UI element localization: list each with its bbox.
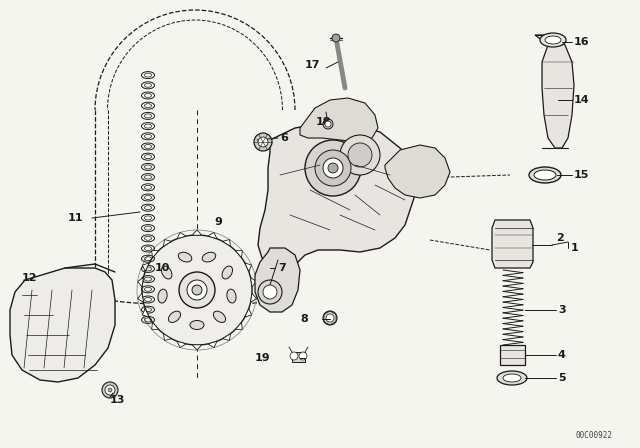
Polygon shape: [258, 122, 420, 272]
Circle shape: [179, 272, 215, 308]
Polygon shape: [192, 230, 202, 235]
Polygon shape: [152, 322, 159, 329]
Ellipse shape: [202, 252, 216, 262]
Ellipse shape: [534, 170, 556, 180]
Circle shape: [258, 280, 282, 304]
Circle shape: [258, 137, 268, 147]
Polygon shape: [152, 250, 159, 258]
Ellipse shape: [545, 36, 561, 44]
Ellipse shape: [190, 320, 204, 329]
Polygon shape: [223, 334, 230, 340]
Text: 18: 18: [316, 117, 332, 127]
Polygon shape: [138, 293, 143, 302]
Text: 10: 10: [155, 263, 170, 273]
Polygon shape: [535, 35, 574, 148]
Polygon shape: [255, 248, 300, 312]
Ellipse shape: [540, 33, 566, 47]
Polygon shape: [143, 309, 149, 317]
Ellipse shape: [213, 311, 225, 323]
Circle shape: [323, 311, 337, 325]
Ellipse shape: [497, 371, 527, 385]
Text: 15: 15: [574, 170, 589, 180]
Ellipse shape: [158, 289, 167, 303]
Polygon shape: [10, 268, 115, 382]
Ellipse shape: [161, 266, 172, 279]
Circle shape: [142, 235, 252, 345]
Circle shape: [328, 163, 338, 173]
Polygon shape: [177, 233, 186, 239]
Text: 16: 16: [574, 37, 589, 47]
Polygon shape: [208, 233, 217, 239]
Polygon shape: [236, 322, 243, 329]
Circle shape: [340, 135, 380, 175]
Text: 00C00922: 00C00922: [575, 431, 612, 439]
Polygon shape: [236, 250, 243, 258]
Polygon shape: [245, 263, 252, 271]
Text: 14: 14: [574, 95, 589, 105]
Polygon shape: [223, 240, 230, 246]
Polygon shape: [208, 341, 217, 348]
Polygon shape: [138, 278, 143, 287]
Circle shape: [142, 235, 252, 345]
Polygon shape: [292, 352, 305, 362]
Ellipse shape: [179, 252, 192, 262]
Circle shape: [326, 314, 334, 322]
Circle shape: [348, 143, 372, 167]
Circle shape: [325, 121, 331, 127]
Circle shape: [192, 285, 202, 295]
Circle shape: [263, 285, 277, 299]
Polygon shape: [192, 345, 202, 350]
Circle shape: [105, 385, 115, 395]
Text: 11: 11: [68, 213, 83, 223]
Circle shape: [108, 388, 112, 392]
Polygon shape: [177, 341, 186, 348]
Text: 17: 17: [305, 60, 321, 70]
Polygon shape: [492, 220, 533, 268]
Polygon shape: [163, 334, 172, 340]
Ellipse shape: [168, 311, 180, 323]
Text: 1: 1: [571, 243, 579, 253]
Text: 13: 13: [110, 395, 125, 405]
Polygon shape: [500, 345, 525, 365]
Circle shape: [299, 352, 307, 360]
Circle shape: [305, 140, 361, 196]
Polygon shape: [385, 145, 450, 198]
Polygon shape: [245, 309, 252, 317]
Polygon shape: [143, 263, 149, 271]
Circle shape: [332, 34, 340, 42]
Text: 3: 3: [558, 305, 566, 315]
Polygon shape: [163, 240, 172, 246]
Polygon shape: [300, 98, 378, 142]
Ellipse shape: [503, 374, 521, 382]
Ellipse shape: [529, 167, 561, 183]
Circle shape: [323, 158, 343, 178]
Ellipse shape: [222, 266, 232, 279]
Circle shape: [254, 133, 272, 151]
Circle shape: [323, 119, 333, 129]
Text: 19: 19: [254, 353, 270, 363]
Polygon shape: [251, 278, 257, 287]
Text: 4: 4: [558, 350, 566, 360]
Circle shape: [290, 352, 298, 360]
Circle shape: [187, 280, 207, 300]
Text: 2: 2: [556, 233, 564, 243]
Text: 12: 12: [22, 273, 38, 283]
Text: 5: 5: [558, 373, 566, 383]
Circle shape: [315, 150, 351, 186]
Text: 9: 9: [214, 217, 222, 227]
Text: 7: 7: [278, 263, 285, 273]
Polygon shape: [251, 293, 257, 302]
Ellipse shape: [227, 289, 236, 303]
Text: 6: 6: [280, 133, 288, 143]
Text: 8: 8: [300, 314, 308, 324]
Circle shape: [102, 382, 118, 398]
